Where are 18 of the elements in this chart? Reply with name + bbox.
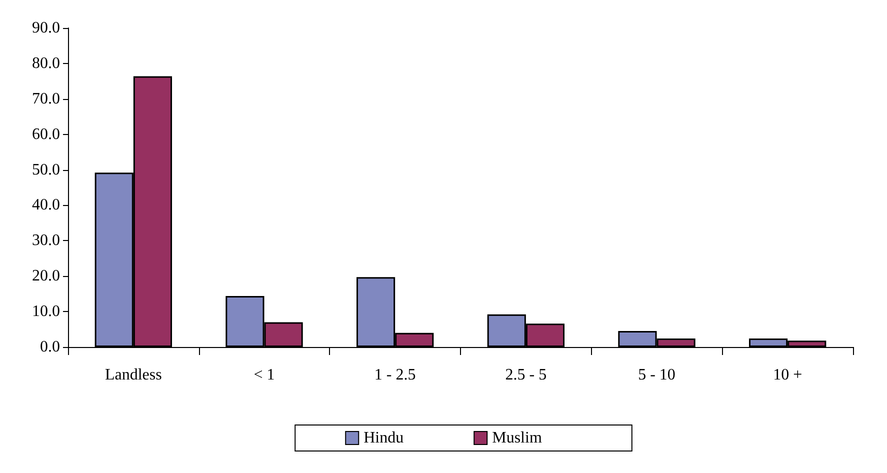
y-tick-label: 30.0: [32, 232, 60, 250]
y-tick-label: 20.0: [32, 268, 60, 285]
x-tick-label: 10 +: [773, 366, 802, 384]
legend-label: Muslim: [492, 430, 542, 446]
y-tick-label: 70.0: [32, 90, 60, 108]
x-tick-label: 1 - 2.5: [374, 366, 416, 384]
y-tick-label: 40.0: [32, 196, 60, 214]
y-tick-label: 50.0: [32, 161, 60, 178]
y-tick-label: 90.0: [32, 20, 60, 36]
legend-label: Hindu: [364, 430, 404, 446]
x-tick-label: < 1: [254, 366, 275, 384]
y-tick-label: 0.0: [40, 338, 60, 356]
x-tick-label: Landless: [104, 366, 162, 384]
x-tick-label: 2.5 - 5: [505, 366, 547, 384]
y-tick-label: 60.0: [32, 126, 60, 143]
y-tick-label: 10.0: [32, 303, 60, 320]
x-tick-label: 5 - 10: [638, 366, 676, 384]
y-tick-label: 80.0: [32, 54, 60, 72]
